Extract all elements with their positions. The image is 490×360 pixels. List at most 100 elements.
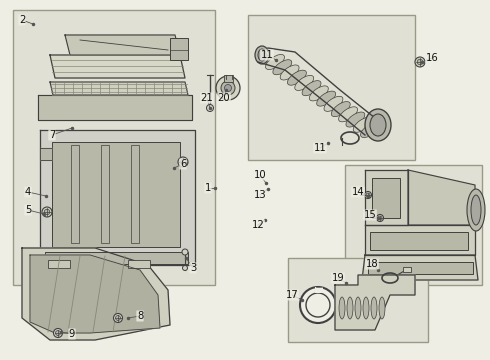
Text: 7: 7 [49, 130, 55, 140]
Bar [170, 38, 188, 60]
Polygon shape [38, 95, 192, 120]
Ellipse shape [302, 81, 321, 96]
Text: 10: 10 [254, 170, 266, 180]
Text: 13: 13 [254, 190, 266, 200]
Circle shape [55, 330, 60, 336]
Ellipse shape [280, 65, 299, 80]
Polygon shape [40, 130, 195, 265]
Polygon shape [65, 35, 180, 55]
Bar [370, 232, 468, 250]
Polygon shape [30, 255, 160, 333]
Polygon shape [50, 55, 185, 78]
Circle shape [306, 293, 330, 317]
Bar [13, 10, 215, 285]
Bar [368, 262, 473, 274]
Circle shape [53, 328, 63, 338]
Bar [288, 258, 428, 342]
Circle shape [42, 207, 52, 217]
Bar [52, 142, 180, 247]
Circle shape [216, 76, 240, 100]
Text: 19: 19 [332, 273, 344, 283]
Ellipse shape [467, 189, 485, 231]
Ellipse shape [361, 122, 379, 138]
Bar [372, 178, 400, 218]
Ellipse shape [288, 70, 306, 85]
Circle shape [180, 159, 186, 165]
Ellipse shape [355, 297, 361, 319]
Circle shape [221, 81, 235, 95]
Ellipse shape [365, 109, 391, 141]
Ellipse shape [309, 86, 328, 101]
Text: 11: 11 [261, 50, 273, 60]
Ellipse shape [331, 102, 350, 117]
Text: 20: 20 [218, 93, 230, 103]
Circle shape [178, 157, 188, 167]
Ellipse shape [324, 96, 343, 111]
Bar [248, 15, 415, 160]
Text: 1: 1 [205, 183, 211, 193]
Polygon shape [365, 225, 475, 255]
Text: 11: 11 [314, 143, 326, 153]
Circle shape [114, 314, 122, 323]
Text: 21: 21 [200, 93, 213, 103]
Ellipse shape [273, 60, 292, 75]
Bar [71, 145, 79, 243]
Ellipse shape [317, 91, 336, 106]
Ellipse shape [371, 297, 377, 319]
Bar [403, 267, 411, 272]
Polygon shape [365, 170, 408, 225]
Polygon shape [408, 170, 475, 225]
Bar [45, 252, 188, 264]
Circle shape [182, 266, 188, 270]
Circle shape [116, 315, 121, 320]
Text: 4: 4 [25, 187, 31, 197]
Circle shape [376, 215, 384, 221]
Ellipse shape [353, 117, 372, 132]
Circle shape [182, 249, 188, 255]
Circle shape [378, 216, 382, 220]
Ellipse shape [258, 49, 266, 61]
Ellipse shape [347, 297, 353, 319]
Polygon shape [362, 255, 478, 280]
Ellipse shape [346, 112, 365, 127]
Ellipse shape [379, 297, 385, 319]
Text: 18: 18 [366, 259, 378, 269]
Ellipse shape [339, 107, 358, 122]
Ellipse shape [255, 46, 269, 64]
Polygon shape [40, 148, 52, 160]
Circle shape [44, 209, 50, 215]
Ellipse shape [295, 75, 314, 90]
Text: 15: 15 [364, 210, 376, 220]
Ellipse shape [363, 297, 369, 319]
Text: 16: 16 [426, 53, 439, 63]
Bar [224, 75, 233, 82]
Bar [315, 287, 323, 293]
Text: 17: 17 [286, 290, 298, 300]
Polygon shape [50, 82, 188, 95]
Circle shape [224, 85, 231, 91]
Text: 8: 8 [137, 311, 143, 321]
Ellipse shape [370, 114, 386, 136]
Text: 6: 6 [180, 159, 186, 169]
Bar [345, 165, 482, 285]
Bar [48, 260, 70, 268]
Ellipse shape [339, 297, 345, 319]
Circle shape [366, 193, 370, 197]
Polygon shape [335, 275, 415, 330]
Circle shape [417, 59, 423, 65]
Circle shape [365, 192, 371, 198]
Text: 14: 14 [352, 187, 364, 197]
Bar [128, 260, 150, 268]
Text: 5: 5 [25, 205, 31, 215]
Ellipse shape [266, 54, 285, 69]
Text: 3: 3 [190, 263, 196, 273]
Polygon shape [22, 248, 170, 340]
Text: 9: 9 [69, 329, 75, 339]
Circle shape [300, 287, 336, 323]
Text: 12: 12 [252, 220, 265, 230]
Circle shape [206, 104, 214, 112]
Circle shape [415, 57, 425, 67]
Text: 2: 2 [19, 15, 25, 25]
Bar [101, 145, 109, 243]
Ellipse shape [471, 195, 481, 225]
